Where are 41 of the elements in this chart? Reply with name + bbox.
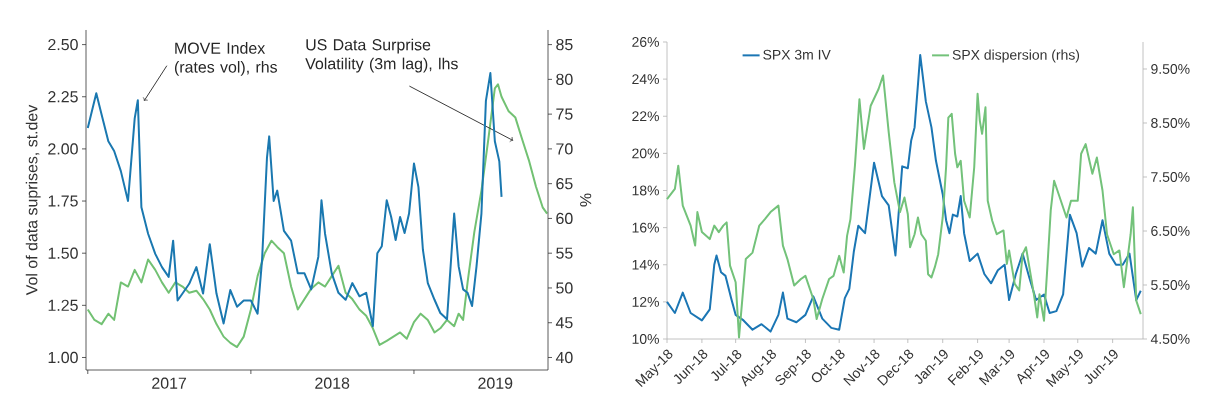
y2-tick-label: 85	[556, 38, 573, 51]
annotation: MOVE Index (rates vol), rhs	[174, 42, 278, 76]
y2-tick-label: 7.50%	[1151, 172, 1190, 182]
y2-tick-label: 40	[555, 351, 573, 364]
x-tick-label: 2017	[152, 377, 187, 389]
y-tick-label: 18%	[632, 185, 659, 196]
y2-tick-label: 75	[556, 108, 573, 120]
x-tick-label: 2018	[315, 377, 350, 389]
y2-tick-label: 50	[556, 282, 573, 294]
y2-tick-label: 6.50%	[1151, 226, 1190, 236]
annotation: US Data Surprise Volatility (3m lag), lhs	[305, 38, 458, 73]
legend-label: SPX dispersion (rhs)	[952, 49, 1080, 63]
y2-axis-title: %	[580, 193, 592, 207]
y-tick-label: 2.00	[48, 143, 78, 155]
y2-tick-label: 65	[556, 178, 573, 190]
y2-tick-label: 80	[556, 73, 573, 86]
y2-tick-label: 55	[556, 247, 573, 259]
y-tick-label: 22%	[632, 111, 659, 122]
y-tick-label: 1.75	[48, 195, 78, 207]
y-tick-label: 20%	[632, 148, 659, 159]
y-tick-label: 10%	[632, 334, 659, 344]
y-tick-label: 26%	[632, 37, 659, 47]
y-tick-label: 24%	[632, 74, 659, 85]
y-tick-label: 1.00	[48, 351, 78, 364]
y2-tick-label: 70	[556, 143, 573, 155]
x-tick-label: 2019	[478, 377, 513, 389]
y2-tick-label: 60	[556, 212, 573, 225]
y-tick-label: 14%	[632, 259, 659, 270]
y2-tick-label: 45	[555, 317, 573, 329]
y-tick-label: 1.25	[48, 299, 78, 311]
y-tick-label: 2.25	[48, 91, 78, 103]
y2-tick-label: 8.50%	[1151, 118, 1190, 128]
legend-label: SPX 3m IV	[763, 49, 831, 60]
y-tick-label: 2.50	[48, 38, 78, 51]
y-tick-label: 16%	[632, 222, 659, 233]
y-tick-label: 1.50	[48, 247, 78, 259]
y2-tick-label: 4.50%	[1150, 334, 1190, 344]
y-axis-title: Vol of data suprises, st.dev	[25, 104, 41, 296]
y-tick-label: 12%	[632, 296, 659, 307]
y2-tick-label: 5.50%	[1151, 280, 1190, 290]
y2-tick-label: 9.50%	[1151, 64, 1190, 74]
